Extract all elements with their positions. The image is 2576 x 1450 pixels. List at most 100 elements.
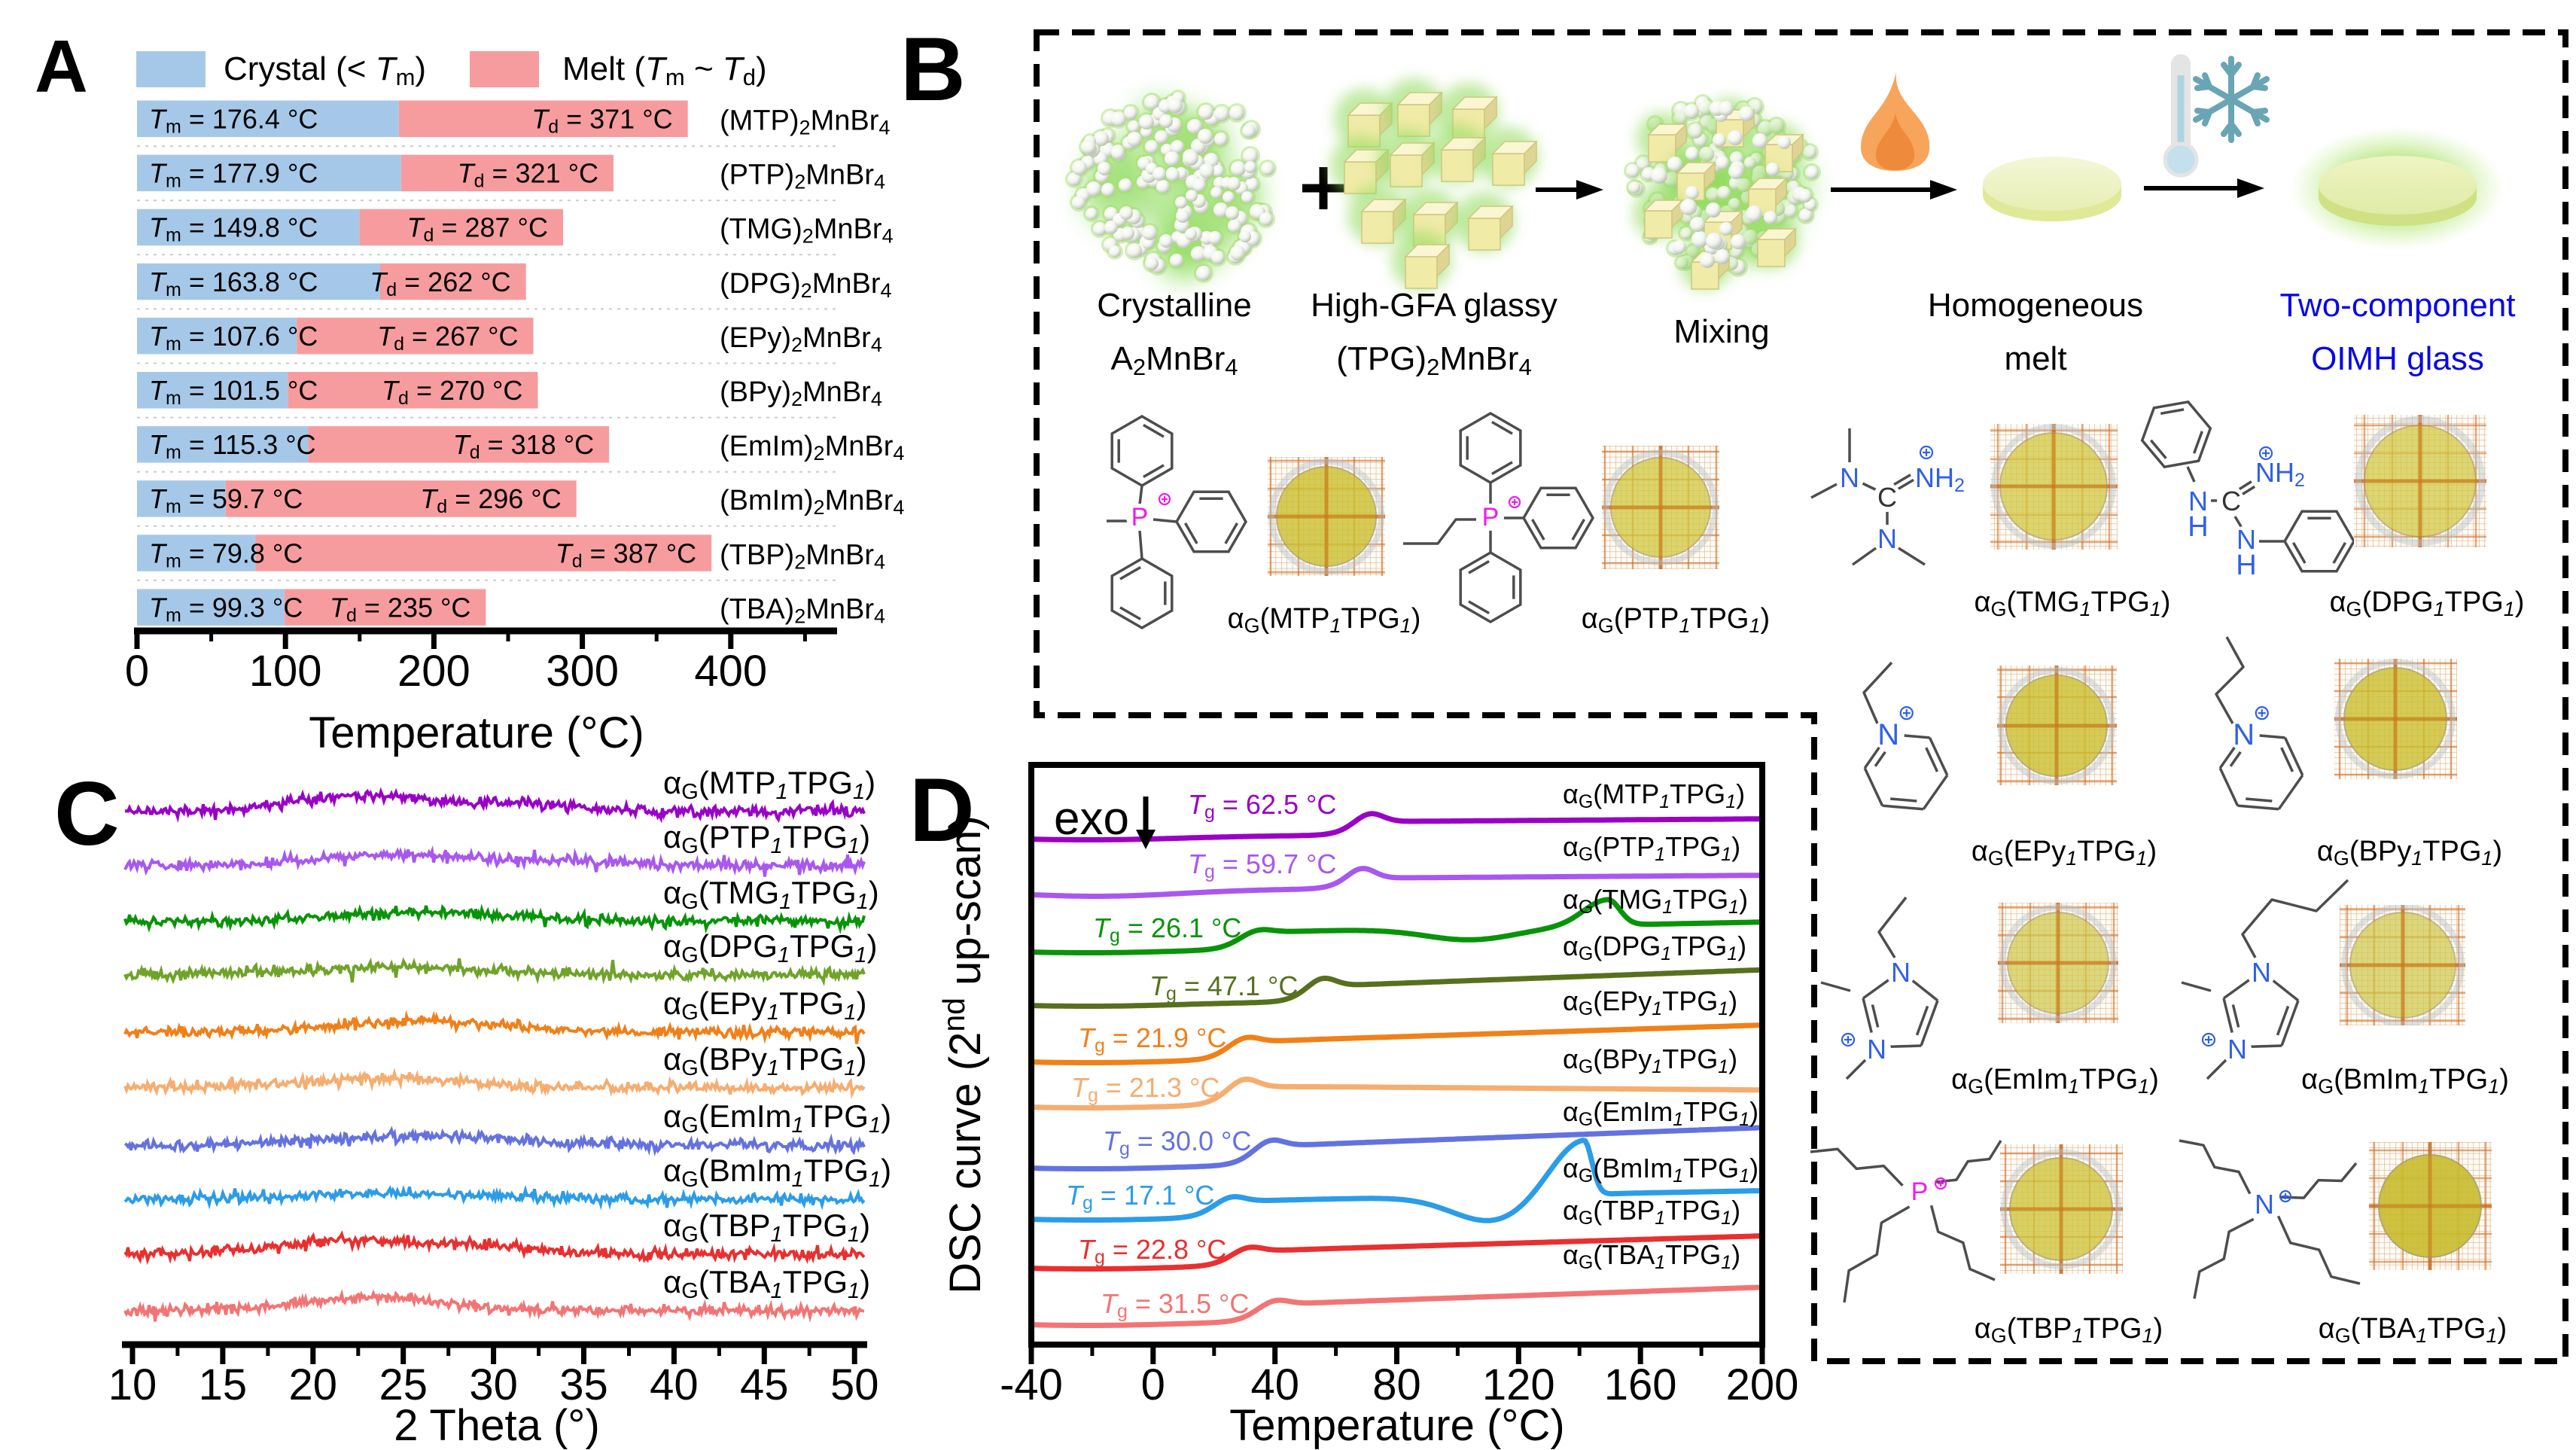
svg-text:Tg = 47.1 °C: Tg = 47.1 °C	[1149, 970, 1298, 1004]
svg-text:Tg = 62.5 °C: Tg = 62.5 °C	[1188, 789, 1336, 823]
svg-text:Tg = 31.5 °C: Tg = 31.5 °C	[1101, 1288, 1249, 1322]
svg-text:Tm = 79.8 °C: Tm = 79.8 °C	[149, 538, 303, 571]
svg-text:αG(TMG1TPG1): αG(TMG1TPG1)	[663, 875, 879, 914]
svg-text:Homogeneous: Homogeneous	[1928, 287, 2143, 324]
svg-text:αG(BmIm1TPG1): αG(BmIm1TPG1)	[2301, 1064, 2509, 1098]
svg-text:αG(EmIm1TPG1): αG(EmIm1TPG1)	[663, 1098, 891, 1138]
svg-text:αG(BmIm1TPG1): αG(BmIm1TPG1)	[1563, 1153, 1758, 1187]
svg-text:80: 80	[1372, 1360, 1421, 1409]
svg-text:0: 0	[125, 647, 149, 696]
svg-text:αG(DPG1TPG1): αG(DPG1TPG1)	[1563, 931, 1746, 964]
svg-text:αG(TMG1TPG1): αG(TMG1TPG1)	[1975, 586, 2171, 620]
svg-text:N: N	[1877, 523, 1897, 554]
svg-text:(DPG)2MnBr4: (DPG)2MnBr4	[720, 268, 892, 302]
svg-text:N: N	[2233, 718, 2255, 751]
svg-text:Td = 267 °C: Td = 267 °C	[377, 321, 518, 355]
svg-text:15: 15	[199, 1360, 248, 1409]
svg-text:N: N	[2227, 1034, 2247, 1065]
svg-text:P: P	[1911, 1177, 1929, 1206]
svg-text:αG(TBA1TPG1): αG(TBA1TPG1)	[663, 1264, 870, 1303]
svg-text:αG(TBA1TPG1): αG(TBA1TPG1)	[2319, 1313, 2507, 1347]
svg-text:αG(TBP1TPG1): αG(TBP1TPG1)	[1563, 1195, 1740, 1229]
svg-text:25: 25	[379, 1360, 428, 1409]
svg-text:Crystal (< Tm): Crystal (< Tm)	[224, 50, 426, 90]
svg-text:Tm = 101.5 °C: Tm = 101.5 °C	[149, 375, 318, 409]
svg-text:(EPy)2MnBr4: (EPy)2MnBr4	[720, 322, 882, 356]
svg-text:100: 100	[249, 647, 322, 696]
svg-text:Tm = 163.8 °C: Tm = 163.8 °C	[149, 267, 318, 300]
svg-text:30: 30	[469, 1360, 518, 1409]
svg-text:200: 200	[397, 647, 470, 696]
svg-text:Tg = 21.9 °C: Tg = 21.9 °C	[1078, 1022, 1226, 1056]
svg-text:Melt (Tm ~ Td): Melt (Tm ~ Td)	[562, 50, 767, 90]
svg-text:Td = 262 °C: Td = 262 °C	[370, 267, 510, 300]
svg-text:Tg = 26.1 °C: Tg = 26.1 °C	[1093, 912, 1241, 946]
svg-text:αG(DPG1TPG1): αG(DPG1TPG1)	[2330, 586, 2525, 620]
svg-text:45: 45	[740, 1360, 789, 1409]
svg-text:N: N	[1877, 718, 1899, 751]
svg-text:200: 200	[1726, 1360, 1799, 1409]
svg-text:αG(TBP1TPG1): αG(TBP1TPG1)	[663, 1208, 870, 1247]
svg-text:Tg = 59.7 °C: Tg = 59.7 °C	[1188, 848, 1336, 882]
svg-text:Td = 321 °C: Td = 321 °C	[458, 158, 598, 192]
svg-text:A: A	[35, 25, 88, 108]
svg-text:N: N	[1840, 462, 1859, 493]
svg-text:Tm = 115.3 °C: Tm = 115.3 °C	[149, 429, 316, 463]
svg-text:N: N	[2188, 486, 2208, 516]
svg-text:(PTP)2MnBr4: (PTP)2MnBr4	[720, 160, 885, 193]
svg-text:(MTP)2MnBr4: (MTP)2MnBr4	[720, 105, 890, 139]
svg-text:C: C	[2221, 486, 2241, 516]
svg-text:40: 40	[1250, 1360, 1299, 1409]
svg-text:DSC curve (2nd up-scan): DSC curve (2nd up-scan)	[936, 815, 990, 1293]
svg-text:NH2: NH2	[1915, 462, 1965, 496]
svg-text:(TMG)2MnBr4: (TMG)2MnBr4	[720, 214, 894, 248]
svg-text:Mixing: Mixing	[1673, 313, 1769, 350]
svg-text:Tm = 59.7 °C: Tm = 59.7 °C	[149, 483, 303, 517]
svg-text:C: C	[1877, 482, 1897, 513]
svg-text:αG(BPy1TPG1): αG(BPy1TPG1)	[1563, 1043, 1737, 1077]
svg-text:160: 160	[1604, 1360, 1677, 1409]
svg-text:D: D	[909, 760, 975, 861]
svg-text:αG(MTP1TPG1): αG(MTP1TPG1)	[663, 765, 875, 804]
svg-text:αG(EmIm1TPG1): αG(EmIm1TPG1)	[1563, 1096, 1758, 1130]
svg-text:Tg = 17.1 °C: Tg = 17.1 °C	[1066, 1180, 1214, 1214]
svg-text:40: 40	[650, 1360, 699, 1409]
svg-text:Td = 318 °C: Td = 318 °C	[453, 429, 594, 463]
svg-text:H: H	[2236, 550, 2256, 581]
svg-text:Tg = 22.8 °C: Tg = 22.8 °C	[1078, 1234, 1226, 1268]
svg-text:αG(PTP1TPG1): αG(PTP1TPG1)	[1582, 603, 1770, 637]
svg-text:exo: exo	[1054, 793, 1129, 845]
svg-text:35: 35	[559, 1360, 608, 1409]
svg-text:αG(EPy1TPG1): αG(EPy1TPG1)	[1563, 985, 1737, 1019]
svg-text:Td = 270 °C: Td = 270 °C	[382, 375, 522, 409]
svg-text:αG(TBP1TPG1): αG(TBP1TPG1)	[1975, 1313, 2163, 1347]
svg-text:melt: melt	[2004, 340, 2066, 377]
svg-text:-40: -40	[1000, 1360, 1063, 1409]
svg-text:N: N	[1867, 1034, 1886, 1065]
svg-text:αG(EmIm1TPG1): αG(EmIm1TPG1)	[1951, 1064, 2159, 1098]
svg-text:(TBP)2MnBr4: (TBP)2MnBr4	[720, 539, 885, 573]
svg-text:A2MnBr4: A2MnBr4	[1111, 340, 1238, 380]
svg-text:120: 120	[1482, 1360, 1555, 1409]
svg-text:αG(BPy1TPG1): αG(BPy1TPG1)	[2317, 836, 2502, 870]
svg-text:P: P	[1131, 503, 1149, 532]
svg-text:(BmIm)2MnBr4: (BmIm)2MnBr4	[720, 485, 904, 519]
svg-text:(TPG)2MnBr4: (TPG)2MnBr4	[1336, 340, 1531, 380]
svg-text:(BPy)2MnBr4: (BPy)2MnBr4	[720, 376, 882, 410]
svg-text:αG(TBA1TPG1): αG(TBA1TPG1)	[1563, 1239, 1740, 1273]
svg-text:Crystalline: Crystalline	[1097, 287, 1251, 324]
svg-text:Tm = 149.8 °C: Tm = 149.8 °C	[149, 212, 318, 246]
svg-text:Td = 371 °C: Td = 371 °C	[531, 104, 672, 138]
svg-text:C: C	[54, 763, 120, 864]
svg-text:Tm = 177.9 °C: Tm = 177.9 °C	[149, 158, 318, 192]
svg-text:αG(TMG1TPG1): αG(TMG1TPG1)	[1563, 884, 1748, 918]
svg-text:αG(MTP1TPG1): αG(MTP1TPG1)	[1563, 778, 1745, 812]
svg-text:αG(PTP1TPG1): αG(PTP1TPG1)	[663, 819, 870, 858]
svg-text:Td = 235 °C: Td = 235 °C	[330, 592, 470, 626]
svg-text:10: 10	[108, 1360, 157, 1409]
svg-text:Two-component: Two-component	[2279, 287, 2515, 324]
svg-text:N: N	[2252, 957, 2271, 988]
svg-text:Tg = 21.3 °C: Tg = 21.3 °C	[1071, 1072, 1219, 1106]
svg-text:Tm = 107.6 °C: Tm = 107.6 °C	[149, 321, 318, 355]
svg-text:P: P	[1482, 503, 1500, 532]
